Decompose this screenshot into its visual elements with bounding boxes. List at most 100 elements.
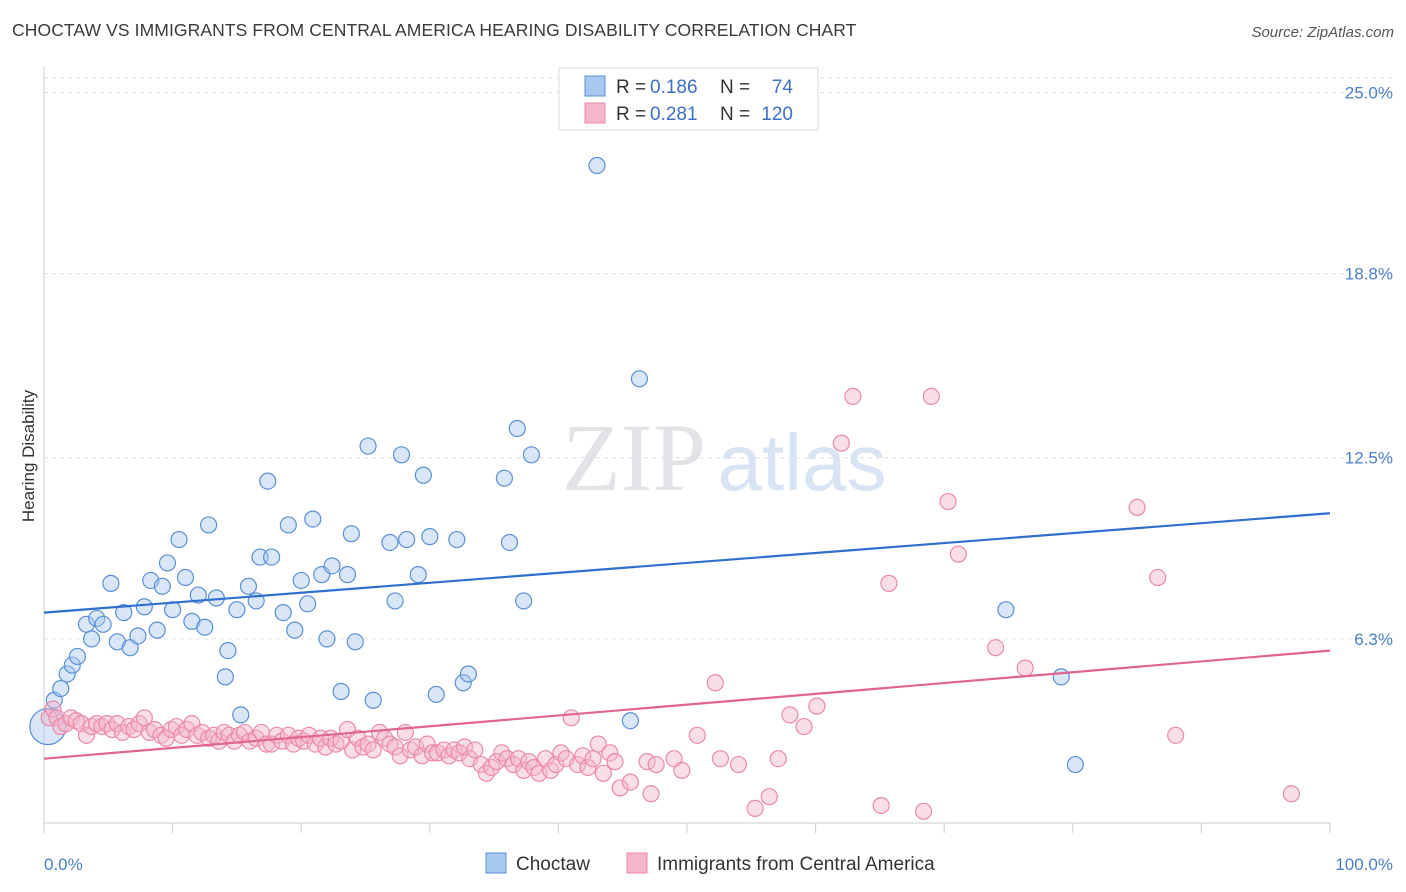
y-tick-label-2: 18.8% <box>1345 265 1393 284</box>
choctaw-point-46 <box>332 682 350 701</box>
choctaw-point-50 <box>359 437 377 455</box>
choctaw-point-7 <box>82 630 101 648</box>
choctaw-point-47 <box>338 566 357 584</box>
choctaw-point-9 <box>94 615 112 633</box>
choctaw-point-29 <box>216 668 234 686</box>
choctaw-point-64 <box>500 533 519 552</box>
immigrants-point-109 <box>621 773 640 791</box>
immigrants-point-99 <box>562 709 580 727</box>
immigrants-point-60 <box>354 738 372 756</box>
immigrants-point-112 <box>647 755 665 774</box>
x-tick-label-1: 100.0% <box>1335 855 1393 874</box>
immigrants-point-118 <box>729 755 748 774</box>
immigrants-point-59 <box>349 729 367 747</box>
choctaw-point-22 <box>176 568 195 587</box>
legend-n-label-1: N = <box>720 104 750 125</box>
immigrants-point-119 <box>746 799 764 817</box>
immigrants-point-62 <box>364 741 382 759</box>
choctaw-point-28 <box>219 641 237 660</box>
choctaw-point-49 <box>346 633 364 651</box>
y-tick-label-3: 25.0% <box>1345 83 1393 102</box>
choctaw-point-68 <box>588 156 606 175</box>
immigrants-point-126 <box>844 387 862 405</box>
legend-r-label-1: R = <box>616 104 646 125</box>
choctaw-point-51 <box>364 691 382 709</box>
immigrants-point-129 <box>915 802 933 820</box>
choctaw-point-14 <box>129 627 147 645</box>
choctaw-point-65 <box>508 419 526 438</box>
legend-swatch-pink <box>584 102 606 124</box>
choctaw-point-57 <box>414 466 432 484</box>
immigrants-point-16 <box>120 717 138 736</box>
immigrants-point-127 <box>872 796 890 815</box>
immigrants-point-2 <box>48 709 66 727</box>
gridlines <box>44 77 1392 640</box>
y-tick-label-0: 6.3% <box>1354 630 1393 649</box>
choctaw-point-72 <box>1052 668 1070 686</box>
legend-r-value-0: 0.186 <box>650 77 698 98</box>
immigrants-point-132 <box>949 545 967 563</box>
immigrants-point-81 <box>466 741 484 759</box>
immigrants-point-114 <box>673 761 691 780</box>
watermark-zip: ZIP <box>562 404 706 511</box>
immigrants-trend-line <box>43 649 1331 760</box>
immigrants-point-100 <box>569 755 587 774</box>
immigrants-point-137 <box>1128 498 1146 517</box>
trend-lines <box>43 512 1331 760</box>
immigrants-point-85 <box>488 753 506 771</box>
immigrants-point-108 <box>611 779 629 797</box>
choctaw-point-30 <box>228 601 246 619</box>
immigrants-point-116 <box>711 750 730 768</box>
immigrants-point-105 <box>594 764 613 782</box>
choctaw-point-26 <box>200 516 218 534</box>
watermark-atlas: atlas <box>718 418 887 507</box>
legend-r-value-1: 0.281 <box>650 104 698 125</box>
choctaw-point-17 <box>148 621 166 639</box>
y-tick-labels: 6.3% 12.5% 18.8% 25.0% <box>1345 83 1393 648</box>
immigrants-point-1 <box>44 700 62 718</box>
x-tick-labels: 0.0% 100.0% <box>44 855 1393 874</box>
immigrants-point-122 <box>781 706 799 724</box>
immigrants-point-125 <box>832 434 850 452</box>
bottom-legend-label-choctaw: Choctaw <box>516 854 590 875</box>
source-label: Source: ZipAtlas.com <box>1251 24 1394 41</box>
immigrants-point-103 <box>584 750 602 768</box>
choctaw-point-42 <box>304 510 322 528</box>
data-points <box>29 156 1301 820</box>
immigrants-point-22 <box>152 726 170 744</box>
watermark: ZIP atlas <box>562 404 886 511</box>
legend-r-label-0: R = <box>616 77 646 98</box>
immigrants-point-131 <box>939 492 957 511</box>
immigrants-point-134 <box>1016 659 1034 677</box>
choctaw-trend-line <box>43 512 1331 614</box>
immigrants-point-121 <box>769 750 787 768</box>
bottom-legend-swatch-immigrants <box>626 852 648 874</box>
x-tick-label-0: 0.0% <box>44 855 83 874</box>
legend-n-value-1: 120 <box>761 104 793 125</box>
choctaw-point-41 <box>299 595 317 613</box>
choctaw-point-15 <box>135 598 153 616</box>
choctaw-point-35 <box>259 472 277 490</box>
choctaw-point-59 <box>427 685 445 704</box>
chart-title: CHOCTAW VS IMMIGRANTS FROM CENTRAL AMERI… <box>12 20 857 40</box>
choctaw-point-58 <box>421 528 439 546</box>
choctaw-point-12 <box>115 604 133 622</box>
immigrants-point-123 <box>795 717 813 736</box>
immigrants-point-133 <box>987 639 1005 657</box>
immigrants-point-67 <box>391 747 409 765</box>
y-tick-label-1: 12.5% <box>1345 449 1393 468</box>
choctaw-point-39 <box>286 621 304 639</box>
immigrants-point-120 <box>760 788 778 806</box>
immigrants-point-130 <box>922 387 940 405</box>
choctaw-point-31 <box>232 706 250 724</box>
legend-n-label-0: N = <box>720 77 750 98</box>
immigrants-point-106 <box>601 744 619 762</box>
choctaw-point-54 <box>392 446 411 464</box>
choctaw-point-32 <box>239 577 258 595</box>
immigrants-point-107 <box>606 753 624 771</box>
axes <box>43 66 1331 833</box>
immigrants-point-115 <box>688 726 706 744</box>
immigrants-point-135 <box>1167 726 1185 744</box>
choctaw-point-63 <box>495 469 513 487</box>
